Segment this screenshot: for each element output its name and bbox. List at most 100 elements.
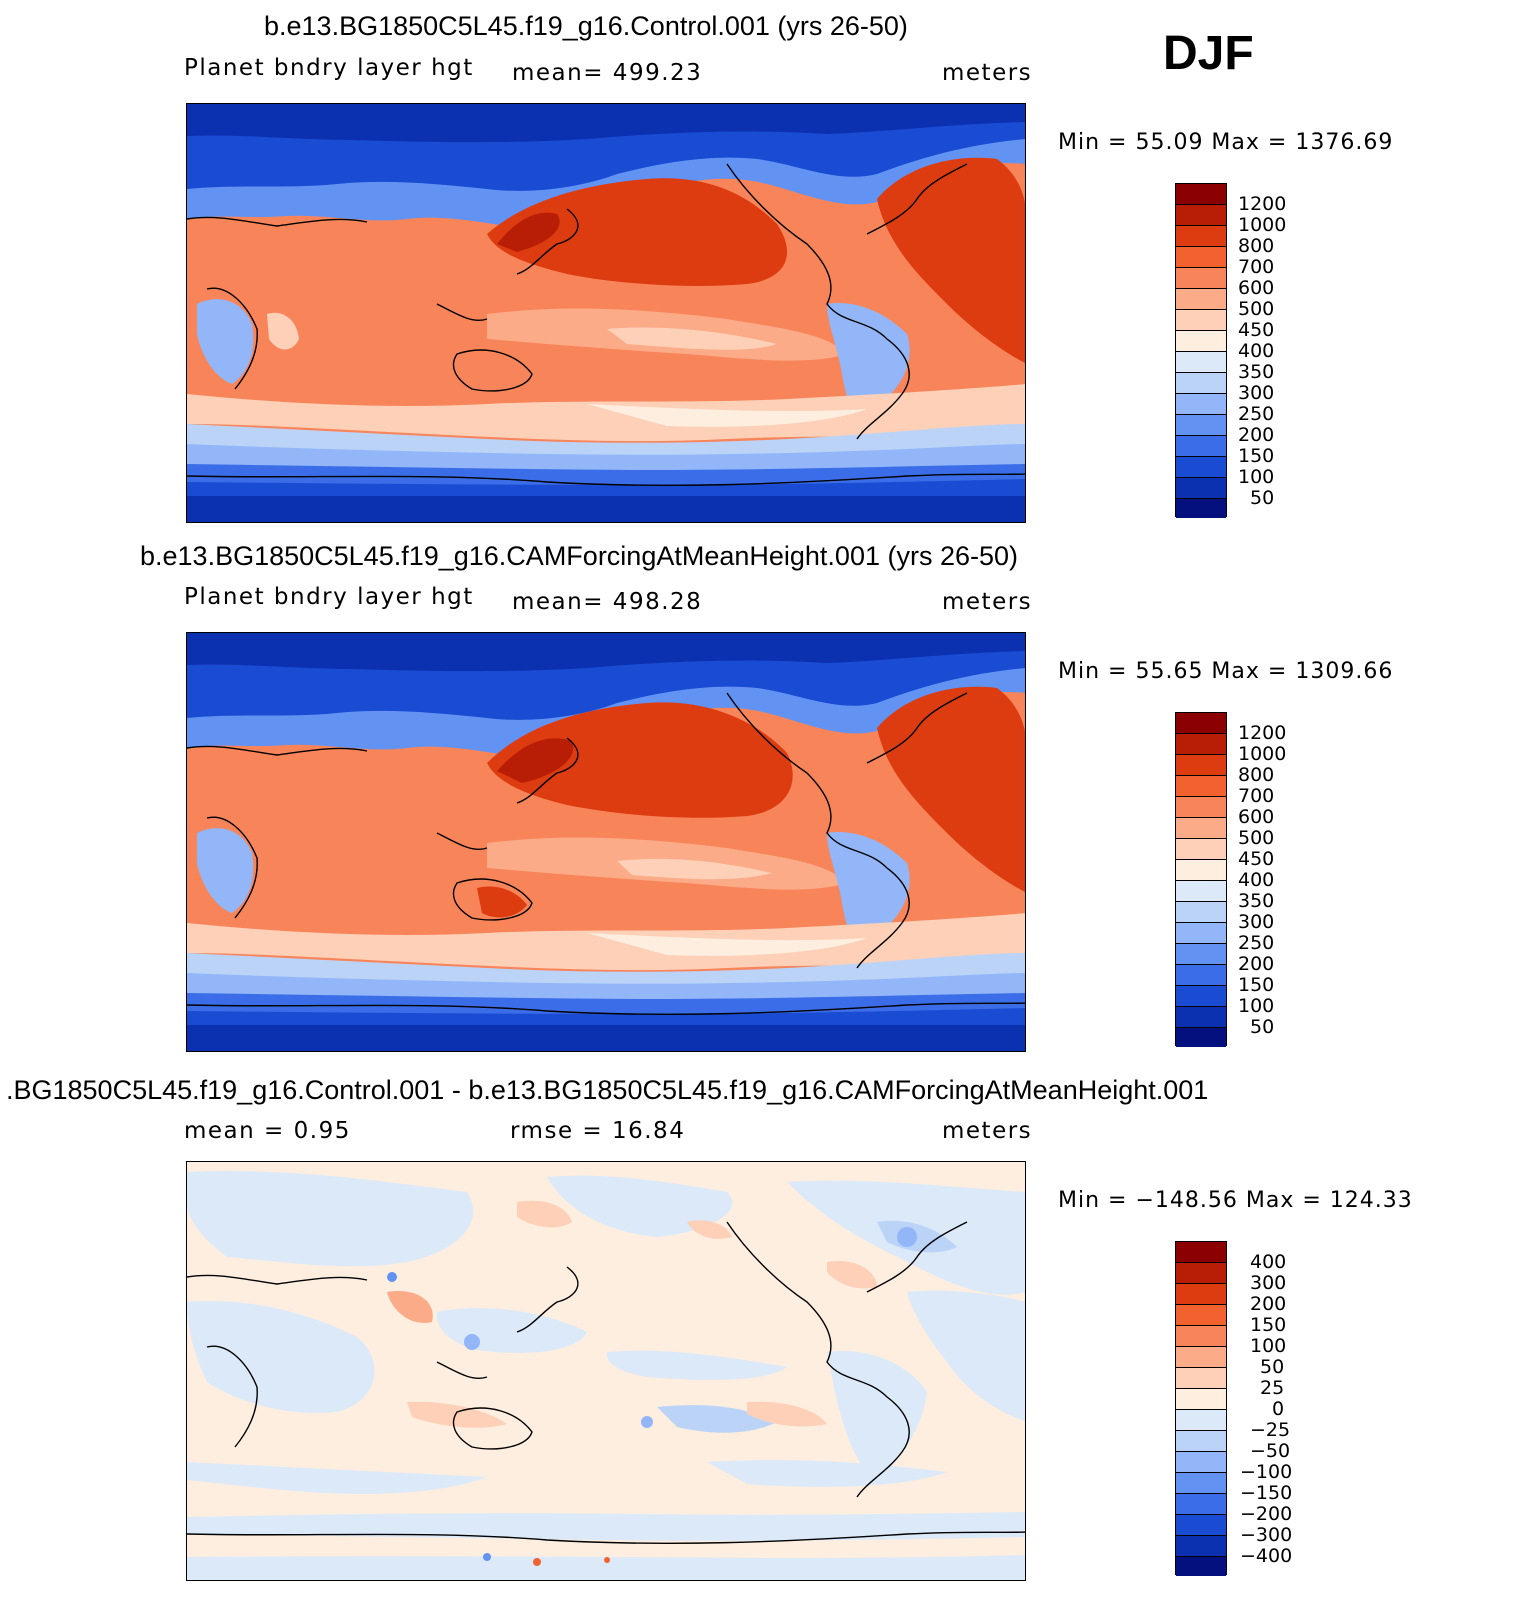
cbar1-box-13 <box>1176 457 1226 478</box>
cbar1-box-14 <box>1176 478 1226 499</box>
cbar3-box-11 <box>1176 1473 1226 1494</box>
cbar2-box-1 <box>1176 734 1226 755</box>
cbar1-label: 400 <box>1238 340 1275 362</box>
panel2-units: meters <box>942 589 1033 615</box>
cbar1-box-0 <box>1176 184 1226 205</box>
cbar1-label: 1200 <box>1238 193 1287 215</box>
cbar2-box-7 <box>1176 860 1226 881</box>
panel1-colorbar <box>1175 183 1227 518</box>
panel1-variable: Planet bndry layer hgt <box>184 55 474 81</box>
panel3-units: meters <box>942 1118 1033 1144</box>
cbar3-box-10 <box>1176 1452 1226 1473</box>
cbar2-box-11 <box>1176 944 1226 965</box>
panel2-minmax: Min = 55.65 Max = 1309.66 <box>1058 659 1394 684</box>
panel3-mean: mean = 0.95 <box>184 1118 351 1144</box>
cbar2-box-4 <box>1176 797 1226 818</box>
cbar1-label: 1000 <box>1238 214 1287 236</box>
cbar2-box-15 <box>1176 1028 1226 1047</box>
panel2-mean: mean= 498.28 <box>512 589 703 615</box>
cbar2-label: 450 <box>1238 848 1275 870</box>
cbar3-box-4 <box>1176 1326 1226 1347</box>
cbar3-box-12 <box>1176 1494 1226 1515</box>
cbar2-label: 800 <box>1238 764 1275 786</box>
cbar2-label: 300 <box>1238 911 1275 933</box>
cbar2-label: 350 <box>1238 890 1275 912</box>
cbar1-box-5 <box>1176 289 1226 310</box>
cbar1-label: 50 <box>1250 487 1275 509</box>
cbar2-box-9 <box>1176 902 1226 923</box>
cbar3-box-3 <box>1176 1305 1226 1326</box>
cbar3-label: 400 <box>1250 1251 1287 1273</box>
cbar3-label: −50 <box>1250 1440 1291 1462</box>
cbar3-box-13 <box>1176 1515 1226 1536</box>
cbar3-label: 0 <box>1272 1398 1285 1420</box>
cbar3-label: 150 <box>1250 1314 1287 1336</box>
cbar3-box-2 <box>1176 1284 1226 1305</box>
cbar1-label: 100 <box>1238 466 1275 488</box>
panel1-units: meters <box>942 60 1033 86</box>
cbar1-box-8 <box>1176 352 1226 373</box>
cbar1-box-10 <box>1176 394 1226 415</box>
cbar1-label: 200 <box>1238 424 1275 446</box>
cbar3-box-0 <box>1176 1242 1226 1263</box>
panel1-mean: mean= 499.23 <box>512 60 703 86</box>
cbar3-label: 50 <box>1260 1356 1285 1378</box>
cbar1-label: 250 <box>1238 403 1275 425</box>
cbar3-box-5 <box>1176 1347 1226 1368</box>
cbar1-box-1 <box>1176 205 1226 226</box>
cbar1-label: 800 <box>1238 235 1275 257</box>
cbar3-label: −200 <box>1240 1503 1293 1525</box>
cbar3-label: −100 <box>1240 1461 1293 1483</box>
cbar1-label: 300 <box>1238 382 1275 404</box>
cbar1-box-15 <box>1176 499 1226 518</box>
cbar3-box-14 <box>1176 1536 1226 1557</box>
cbar3-label: 100 <box>1250 1335 1287 1357</box>
cbar3-label: 300 <box>1250 1272 1287 1294</box>
cbar1-label: 700 <box>1238 256 1275 278</box>
panel3-field <box>187 1162 1025 1580</box>
cbar2-box-12 <box>1176 965 1226 986</box>
cbar2-box-13 <box>1176 986 1226 1007</box>
cbar1-box-2 <box>1176 226 1226 247</box>
cbar3-box-7 <box>1176 1389 1226 1410</box>
cbar2-label: 200 <box>1238 953 1275 975</box>
cbar2-label: 700 <box>1238 785 1275 807</box>
panel3-title: .BG1850C5L45.f19_g16.Control.001 - b.e13… <box>6 1075 1209 1105</box>
cbar2-label: 100 <box>1238 995 1275 1017</box>
cbar1-label: 150 <box>1238 445 1275 467</box>
cbar1-label: 500 <box>1238 298 1275 320</box>
cbar3-label: −25 <box>1250 1419 1291 1441</box>
panel2-title: b.e13.BG1850C5L45.f19_g16.CAMForcingAtMe… <box>140 541 1019 571</box>
cbar1-box-3 <box>1176 247 1226 268</box>
panel1-minmax: Min = 55.09 Max = 1376.69 <box>1058 130 1394 155</box>
cbar3-label: −300 <box>1240 1524 1293 1546</box>
panel1-map <box>186 103 1026 523</box>
panel3-minmax: Min = −148.56 Max = 124.33 <box>1058 1188 1413 1213</box>
cbar3-box-1 <box>1176 1263 1226 1284</box>
cbar1-label: 600 <box>1238 277 1275 299</box>
cbar3-label: −400 <box>1240 1545 1293 1567</box>
cbar1-box-7 <box>1176 331 1226 352</box>
cbar2-label: 600 <box>1238 806 1275 828</box>
cbar1-label: 350 <box>1238 361 1275 383</box>
cbar3-box-15 <box>1176 1557 1226 1576</box>
cbar2-label: 1200 <box>1238 722 1287 744</box>
cbar1-box-11 <box>1176 415 1226 436</box>
cbar2-box-0 <box>1176 713 1226 734</box>
cbar2-box-5 <box>1176 818 1226 839</box>
panel2-field <box>187 633 1025 1051</box>
cbar3-label: 200 <box>1250 1293 1287 1315</box>
cbar2-label: 50 <box>1250 1016 1275 1038</box>
panel3-rmse: rmse = 16.84 <box>510 1118 686 1144</box>
cbar3-box-9 <box>1176 1431 1226 1452</box>
cbar2-label: 1000 <box>1238 743 1287 765</box>
panel3-colorbar <box>1175 1241 1227 1576</box>
cbar3-box-8 <box>1176 1410 1226 1431</box>
cbar2-box-3 <box>1176 776 1226 797</box>
cbar3-box-6 <box>1176 1368 1226 1389</box>
cbar3-label: −150 <box>1240 1482 1293 1504</box>
panel3-map <box>186 1161 1026 1581</box>
cbar2-label: 150 <box>1238 974 1275 996</box>
season-label: DJF <box>1163 27 1254 80</box>
cbar3-label: 25 <box>1260 1377 1285 1399</box>
